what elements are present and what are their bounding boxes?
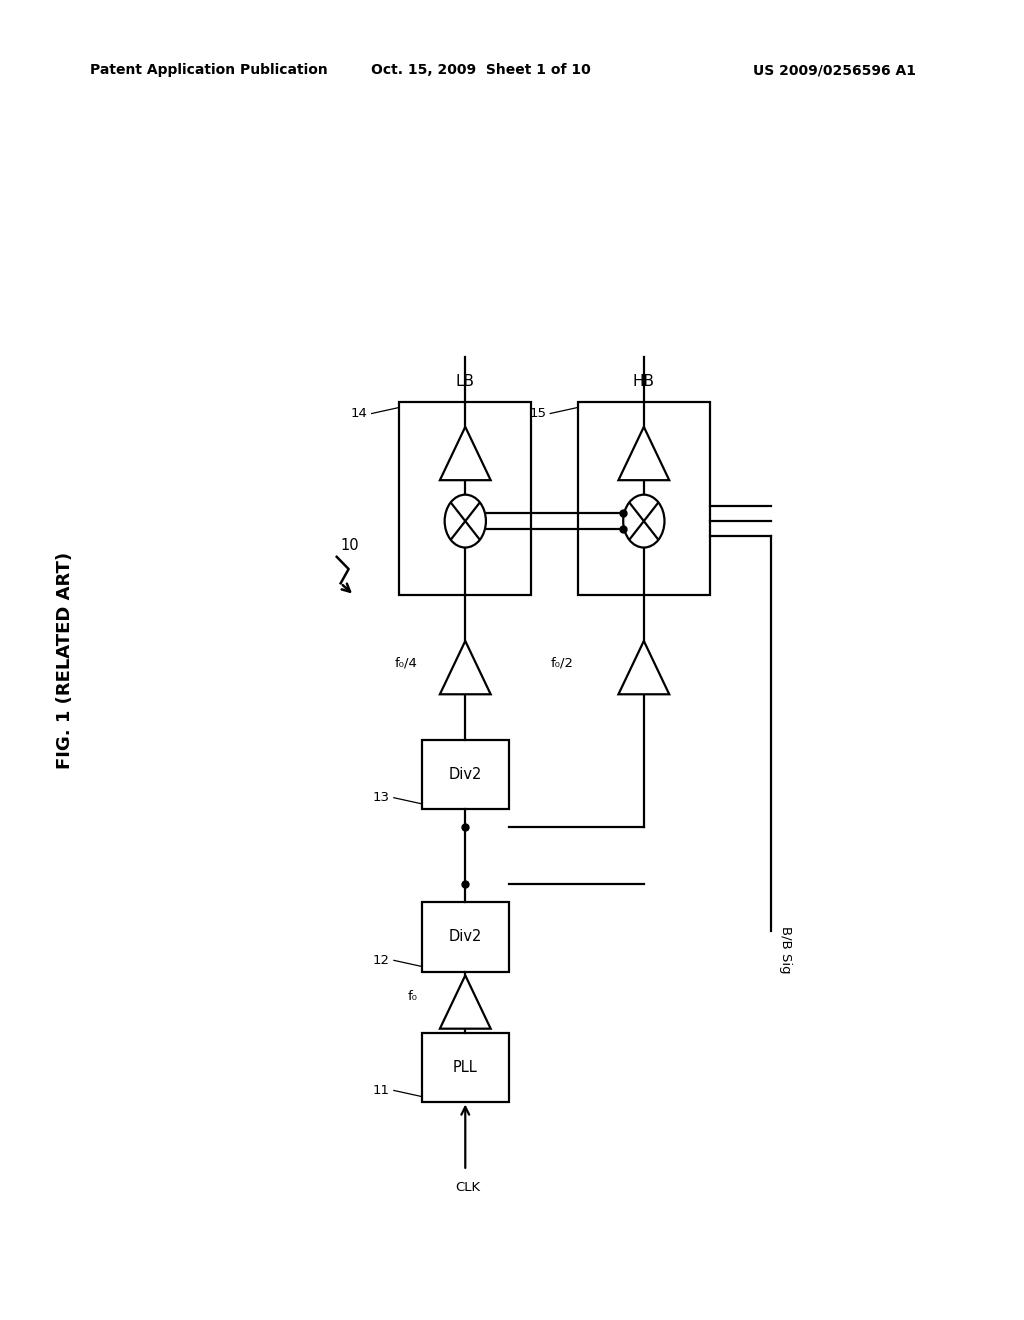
Text: B/B Sig: B/B Sig xyxy=(779,925,792,973)
Text: Patent Application Publication: Patent Application Publication xyxy=(90,63,328,78)
Text: f₀/2: f₀/2 xyxy=(551,656,574,669)
Text: CLK: CLK xyxy=(455,1181,480,1193)
Text: 13: 13 xyxy=(373,791,390,804)
Text: f₀: f₀ xyxy=(408,990,418,1003)
Text: FIG. 1 (RELATED ART): FIG. 1 (RELATED ART) xyxy=(55,552,74,768)
Text: Div2: Div2 xyxy=(449,767,482,781)
Polygon shape xyxy=(618,426,670,480)
Polygon shape xyxy=(440,975,490,1028)
Text: 10: 10 xyxy=(341,537,359,553)
Polygon shape xyxy=(440,642,490,694)
Text: 11: 11 xyxy=(373,1084,390,1097)
Circle shape xyxy=(444,495,486,548)
Bar xyxy=(399,403,531,595)
Text: Div2: Div2 xyxy=(449,929,482,945)
Bar xyxy=(422,1032,509,1102)
Text: PLL: PLL xyxy=(453,1060,477,1074)
Bar xyxy=(578,403,710,595)
Bar xyxy=(422,739,509,809)
Text: 14: 14 xyxy=(351,407,368,420)
Circle shape xyxy=(624,495,665,548)
Text: 15: 15 xyxy=(529,407,546,420)
Polygon shape xyxy=(618,642,670,694)
Text: 12: 12 xyxy=(373,954,390,966)
Text: f₀/4: f₀/4 xyxy=(395,656,418,669)
Text: LB: LB xyxy=(456,374,475,389)
Text: Oct. 15, 2009  Sheet 1 of 10: Oct. 15, 2009 Sheet 1 of 10 xyxy=(371,63,591,78)
Text: US 2009/0256596 A1: US 2009/0256596 A1 xyxy=(753,63,915,78)
Polygon shape xyxy=(440,426,490,480)
Text: HB: HB xyxy=(633,374,654,389)
Bar xyxy=(422,903,509,972)
